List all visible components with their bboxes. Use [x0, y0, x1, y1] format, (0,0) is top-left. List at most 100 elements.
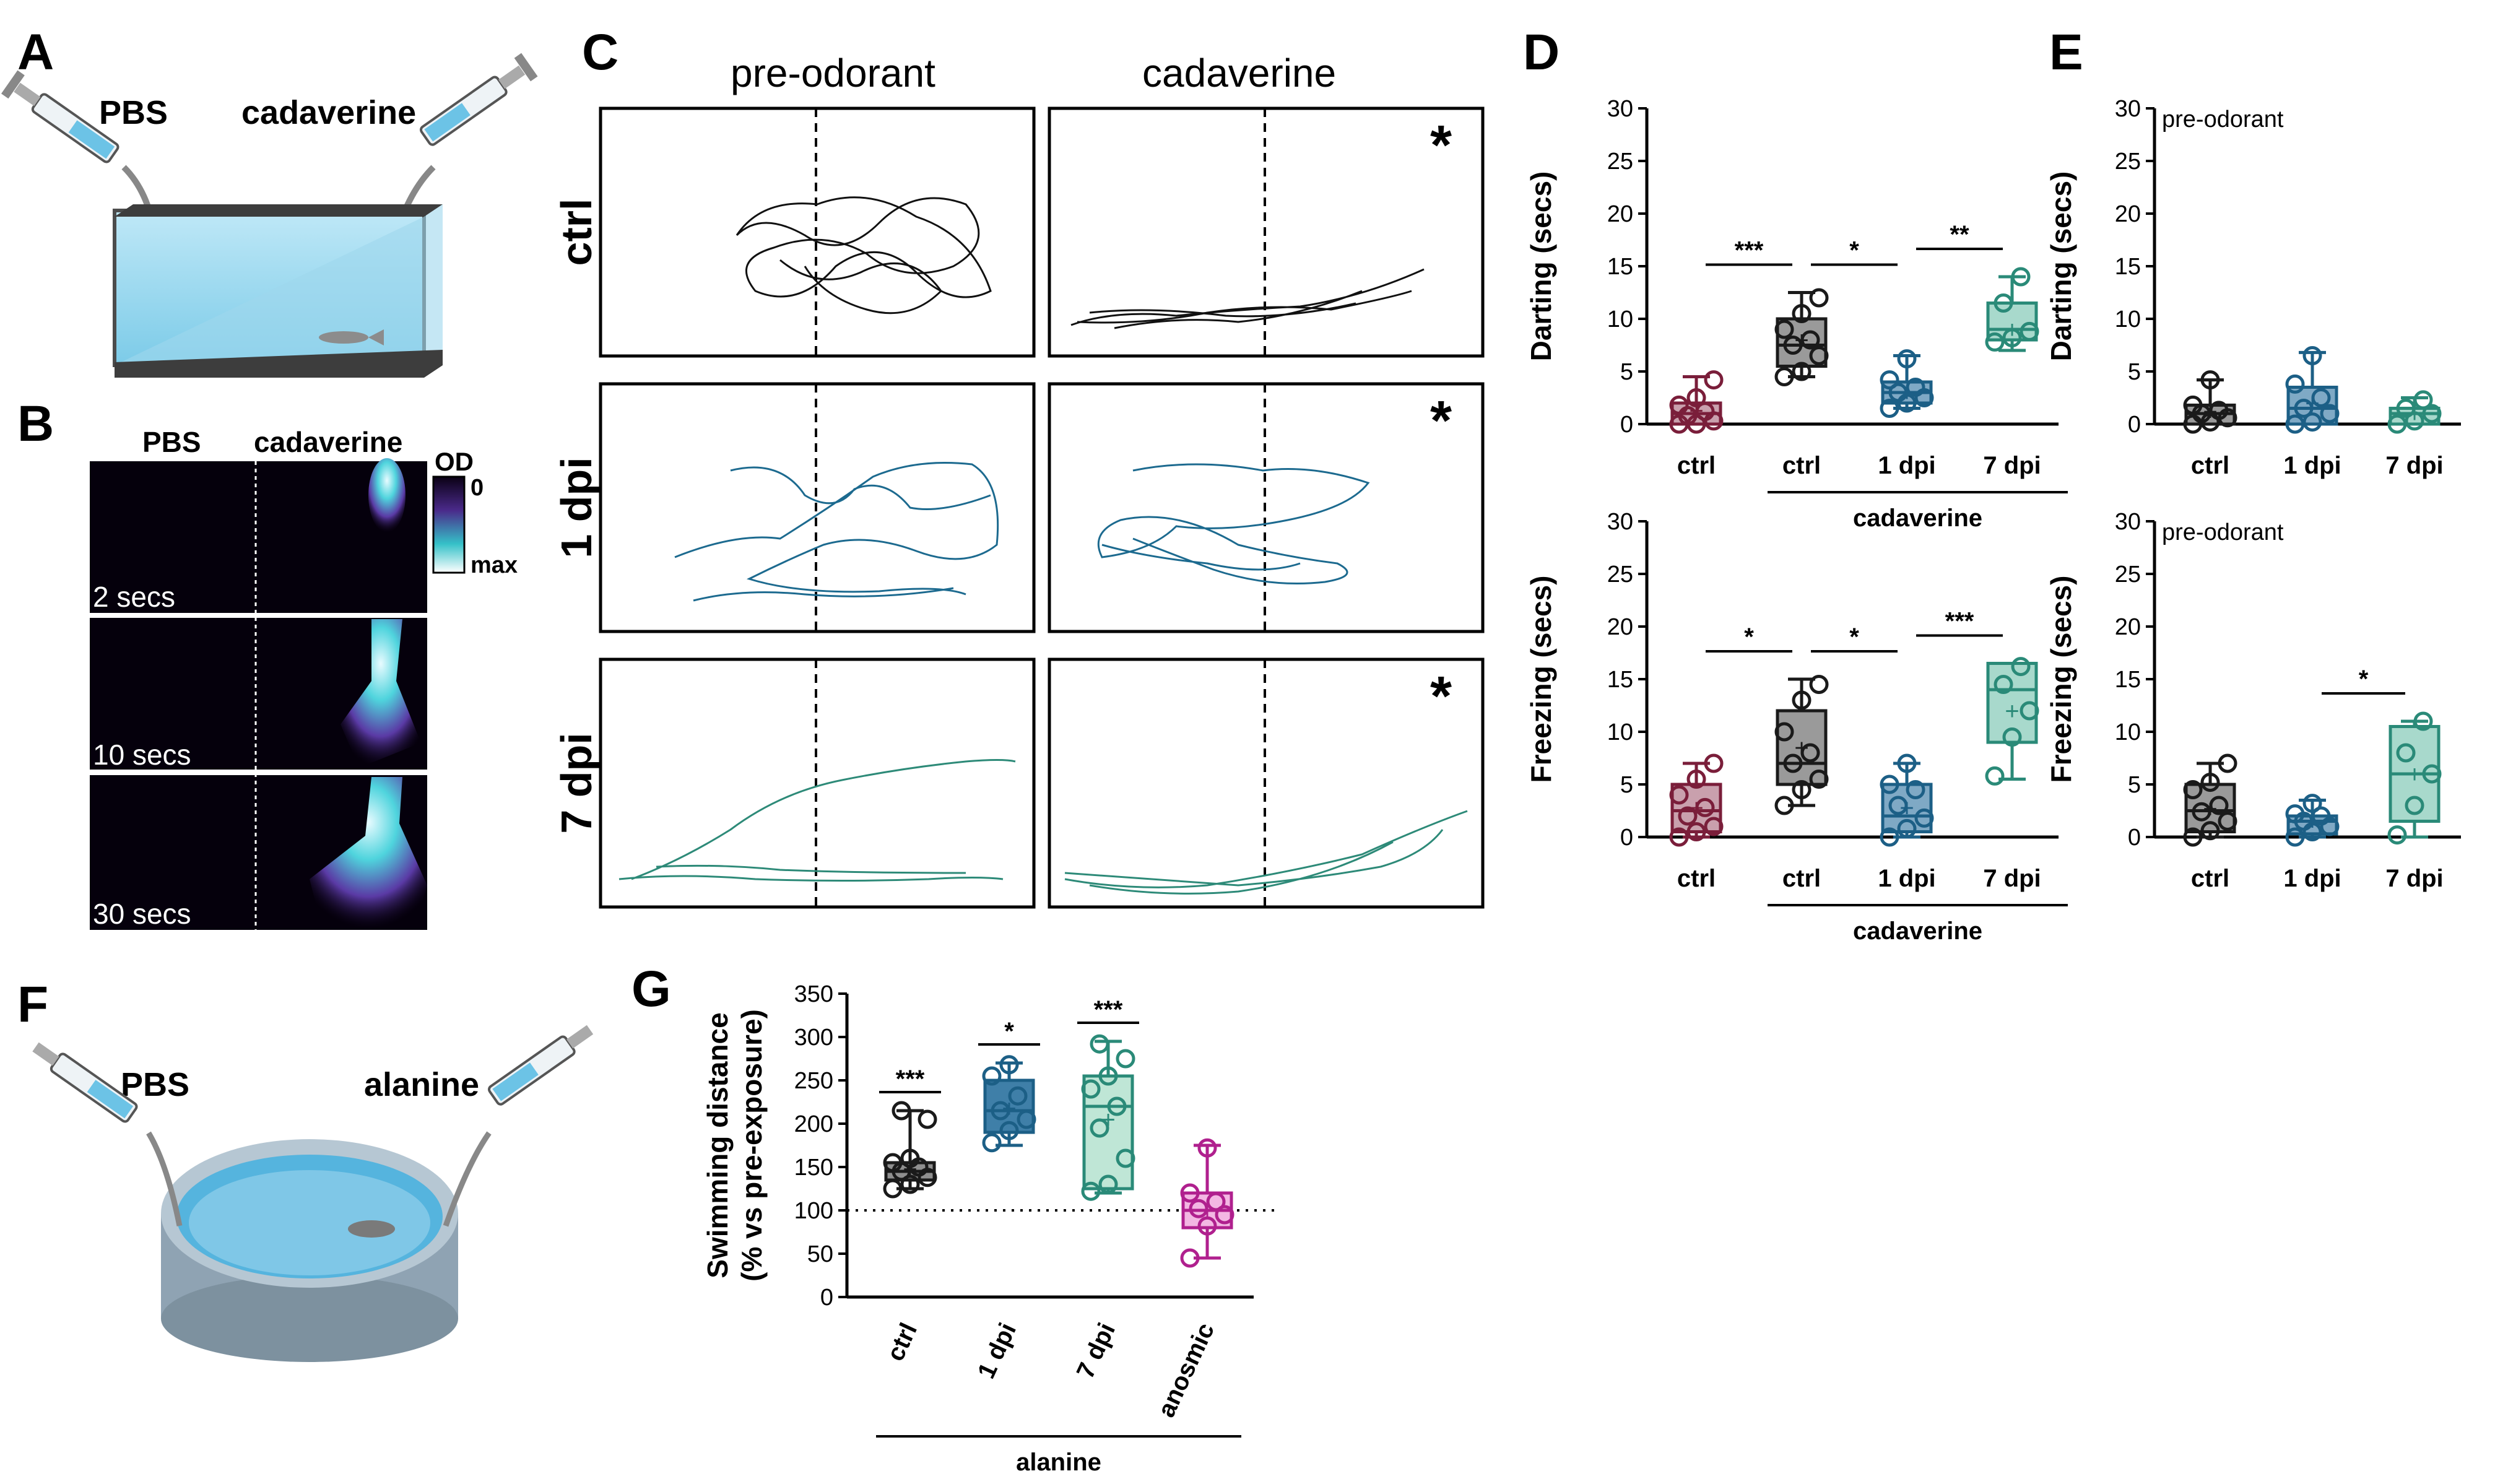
data-point — [1783, 336, 1803, 355]
data-point — [999, 1055, 1019, 1075]
mean-marker: + — [1794, 735, 1808, 762]
data-point — [1686, 822, 1706, 841]
mean-marker: + — [1899, 380, 1914, 407]
data-point — [1678, 806, 1698, 826]
data-point — [1914, 808, 1934, 828]
data-point — [1774, 796, 1794, 815]
y-tick-label: 10 — [1607, 306, 1633, 332]
syringe-right-icon-f — [487, 1025, 594, 1106]
x-tick-label: ctrl — [1677, 865, 1716, 892]
mean-marker: + — [2305, 390, 2319, 417]
y-tick-label: 15 — [1607, 254, 1633, 280]
y-tick-label: 20 — [2115, 201, 2141, 227]
y-tick-label: 350 — [794, 981, 833, 1007]
box-7-dpi: + — [1985, 267, 2039, 352]
mean-marker: + — [903, 1156, 917, 1183]
data-point — [1994, 675, 2013, 694]
trajectory-1dpi-pre — [674, 462, 999, 602]
od-scale-title: OD — [435, 447, 474, 476]
data-point — [2183, 780, 2203, 799]
data-point — [1880, 827, 1899, 847]
od-scale-top: 0 — [471, 475, 484, 501]
data-point — [2192, 802, 2211, 822]
panel-letter-f: F — [17, 976, 48, 1033]
mean-marker: + — [2005, 316, 2019, 344]
y-axis-title-line2: (% vs pre-exposure) — [735, 1009, 768, 1282]
box-1-dpi: + — [2285, 346, 2340, 434]
significance-stars: *** — [1945, 608, 1974, 635]
trajectory-7dpi-cad — [1064, 810, 1468, 895]
data-point — [1206, 1192, 1226, 1212]
data-point — [1189, 1199, 1208, 1218]
y-axis-title-line1: Swimming distance — [701, 1012, 734, 1278]
data-point — [1197, 1138, 1217, 1158]
data-point — [900, 1174, 920, 1194]
time-label-10s: 10 secs — [93, 739, 191, 771]
box-7-dpi: + — [1985, 657, 2039, 786]
y-tick-label: 0 — [2128, 412, 2141, 438]
x-tick-label: 1 dpi — [1878, 452, 1935, 479]
data-point — [2183, 827, 2203, 847]
panel-a: A PBS cadaverine — [1, 24, 538, 378]
mean-marker: + — [1002, 1095, 1016, 1122]
y-tick-label: 5 — [1620, 772, 1633, 798]
group-label: cadaverine — [1853, 505, 1982, 532]
data-point — [1985, 332, 2005, 352]
y-tick-label: 5 — [1620, 359, 1633, 385]
y-tick-label: 0 — [820, 1285, 833, 1311]
trajectory-ctrl-cad — [1070, 268, 1425, 329]
y-tick-label: 5 — [2128, 359, 2141, 385]
mean-marker: + — [1689, 794, 1703, 822]
panel-letter-c: C — [582, 24, 618, 80]
star-1dpi: * — [1430, 390, 1452, 452]
mean-marker: + — [1794, 327, 1808, 354]
data-point — [2285, 827, 2305, 847]
data-point — [883, 1153, 903, 1173]
data-point — [1809, 346, 1829, 365]
y-tick-label: 30 — [2115, 96, 2141, 122]
trajectory-7dpi-pre — [618, 759, 1016, 882]
data-point — [1880, 399, 1899, 418]
mean-marker: + — [1899, 794, 1914, 822]
significance-stars: *** — [1094, 996, 1123, 1023]
panel-letter-b: B — [17, 396, 54, 452]
y-tick-label: 300 — [794, 1025, 833, 1051]
box-ctrl: + — [2183, 753, 2237, 847]
mean-marker: + — [1200, 1197, 1214, 1225]
significance-stars: * — [1004, 1018, 1014, 1045]
data-point — [918, 1109, 937, 1129]
data-point — [2302, 794, 2322, 814]
data-point — [2405, 411, 2424, 431]
time-label-30s: 30 secs — [93, 898, 191, 930]
data-point — [2020, 701, 2039, 721]
chart-swimming-distance: 0 50 100 150 200 250 300 350 Swimming distance (%… — [701, 981, 1275, 1476]
data-point — [2311, 388, 2331, 407]
data-point — [1880, 775, 1899, 794]
panel-a-pbs-label: PBS — [99, 94, 168, 131]
time-label-2s: 2 secs — [93, 581, 175, 613]
data-point — [1774, 367, 1794, 386]
data-point — [1880, 370, 1899, 390]
chart-freezing-pre-odorant: 0 5 10 15 20 25 30 Freezing (secs) pre-odorant + c… — [2045, 509, 2461, 892]
x-tick-label: 1 dpi — [2283, 452, 2341, 479]
syringe-right-icon — [419, 53, 538, 146]
syringe-left-icon-f — [32, 1042, 138, 1123]
mean-marker: + — [2203, 796, 2217, 823]
y-tick-label: 25 — [2115, 562, 2141, 588]
data-point — [2200, 773, 2220, 792]
mean-marker: + — [2203, 399, 2217, 426]
y-tick-label: 25 — [1607, 149, 1633, 175]
chart-darting-pre-odorant: 0 5 10 15 20 25 30 Darting (secs) pre-odorant + ct… — [2045, 96, 2461, 479]
panel-b: B PBS cadaverine 2 secs 10 secs 30 secs … — [17, 396, 518, 930]
data-point — [1792, 362, 1812, 381]
significance-stars: ** — [1950, 221, 1969, 248]
plume-2s — [368, 458, 406, 532]
x-tick-label: 1 dpi — [1878, 865, 1935, 892]
data-point — [1897, 349, 1917, 369]
y-tick-label: 30 — [1607, 509, 1633, 535]
y-axis-title: Darting (secs) — [2045, 171, 2077, 362]
box-anosmic: + — [1180, 1138, 1234, 1268]
panel-letter-a: A — [17, 24, 54, 80]
syringe-left-icon — [1, 70, 119, 163]
